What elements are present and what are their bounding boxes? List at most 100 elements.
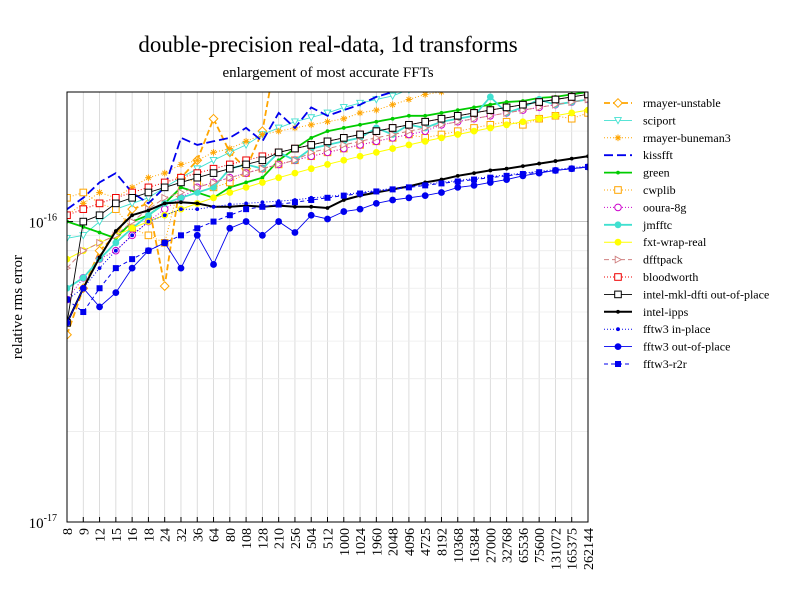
legend-marker-cwplib bbox=[614, 186, 622, 194]
data-point-cwplib bbox=[79, 188, 88, 197]
data-point-green bbox=[488, 102, 493, 107]
data-point-intel-mkl-dfti-out-of-place bbox=[128, 194, 136, 202]
data-point-jmfftc bbox=[79, 274, 87, 282]
star-stroke bbox=[96, 189, 103, 196]
x-tick-label-32: 32 bbox=[175, 528, 190, 542]
data-point-intel-mkl-dfti-out-of-place bbox=[209, 169, 218, 177]
y-axis-label: relative rms error bbox=[10, 255, 26, 359]
x-tick-label-80: 80 bbox=[224, 528, 239, 542]
y-tick-label: 10-16 bbox=[29, 213, 57, 232]
x-tick-label-4096: 4096 bbox=[403, 528, 418, 556]
legend-marker-dfftpack bbox=[614, 255, 623, 264]
star-stroke bbox=[389, 102, 396, 108]
data-point-cwplib bbox=[144, 231, 153, 240]
data-point-intel-mkl-dfti-out-of-place bbox=[95, 211, 104, 220]
data-point-intel-ipps bbox=[146, 208, 151, 213]
data-point-fftw3-out-of-place bbox=[258, 231, 266, 239]
data-point-intel-mkl-dfti-out-of-place bbox=[160, 183, 169, 192]
series-intel-mkl-dfti-out-of-place bbox=[67, 92, 588, 327]
data-point-jmfftc bbox=[193, 189, 201, 196]
series-fftw3-r2r bbox=[67, 163, 588, 316]
data-point-rmayer-buneman3 bbox=[373, 106, 380, 114]
x-tick-label-108: 108 bbox=[240, 528, 255, 549]
legend-label-rmayer-unstable: rmayer-unstable bbox=[643, 96, 721, 110]
star-stroke bbox=[357, 110, 363, 116]
data-point-fftw3-in-place bbox=[195, 207, 200, 212]
data-point-fftw3-r2r bbox=[340, 192, 347, 199]
x-tick-label-16: 16 bbox=[126, 528, 141, 542]
data-point-rmayer-buneman3 bbox=[242, 138, 250, 145]
data-point-intel-ipps bbox=[97, 255, 102, 260]
data-point-dfftpack bbox=[80, 246, 88, 255]
data-point-intel-mkl-dfti-out-of-place bbox=[453, 111, 462, 120]
legend-item-fxt-wrap-real: fxt-wrap-real bbox=[604, 235, 707, 249]
legend-item-bloodworth: bloodworth bbox=[604, 270, 698, 284]
data-point-fftw3-out-of-place bbox=[389, 196, 397, 204]
data-point-fxt-wrap-real bbox=[552, 112, 559, 120]
data-point-fxt-wrap-real bbox=[584, 106, 588, 114]
data-point-rmayer-buneman3 bbox=[96, 189, 103, 196]
star-stroke bbox=[178, 161, 184, 168]
data-point-green bbox=[179, 185, 183, 190]
data-point-dfftpack bbox=[226, 173, 235, 182]
data-point-intel-mkl-dfti-out-of-place bbox=[567, 93, 576, 101]
data-point-fxt-wrap-real bbox=[405, 141, 413, 149]
data-point-fftw3-out-of-place bbox=[96, 303, 103, 311]
data-point-green bbox=[390, 116, 395, 121]
star-stroke bbox=[145, 175, 152, 181]
data-point-intel-mkl-dfti-out-of-place bbox=[79, 217, 88, 226]
data-point-fftw3-r2r bbox=[145, 247, 152, 254]
legend-marker-sciport bbox=[613, 117, 623, 125]
star-stroke bbox=[615, 135, 621, 141]
data-point-intel-mkl-dfti-out-of-place bbox=[291, 144, 299, 153]
star-stroke bbox=[80, 200, 86, 207]
data-point-fftw3-in-place bbox=[162, 213, 167, 218]
data-point-dfftpack bbox=[421, 123, 430, 132]
data-point-green bbox=[455, 108, 460, 113]
legend-marker-green bbox=[616, 170, 620, 175]
data-point-fftw3-r2r bbox=[96, 285, 103, 292]
data-point-fftw3-out-of-place bbox=[128, 264, 136, 272]
data-point-fxt-wrap-real bbox=[307, 165, 315, 173]
legend-label-jmfftc: jmfftc bbox=[642, 218, 672, 232]
data-point-fftw3-out-of-place bbox=[324, 215, 331, 223]
data-point-dfftpack bbox=[454, 117, 462, 126]
data-point-fftw3-r2r bbox=[177, 232, 184, 239]
legend-item-dfftpack: dfftpack bbox=[604, 253, 683, 267]
data-point-fxt-wrap-real bbox=[291, 169, 299, 177]
data-point-sciport bbox=[290, 118, 299, 126]
data-point-fftw3-out-of-place bbox=[340, 208, 348, 215]
data-point-fftw3-out-of-place bbox=[356, 205, 364, 213]
x-tick-label-1960: 1960 bbox=[370, 528, 385, 556]
data-point-fftw3-r2r bbox=[243, 206, 250, 213]
star-stroke bbox=[373, 107, 380, 113]
legend-item-green: green bbox=[604, 166, 670, 180]
x-tick-label-12: 12 bbox=[94, 528, 109, 542]
data-point-fftw3-out-of-place bbox=[470, 181, 478, 189]
data-point-fftw3-r2r bbox=[226, 212, 233, 219]
series-kissfft bbox=[67, 92, 395, 210]
star-stroke bbox=[406, 96, 412, 103]
x-tick-label-18: 18 bbox=[142, 528, 157, 542]
data-point-fxt-wrap-real bbox=[438, 134, 445, 142]
star-stroke bbox=[227, 145, 233, 152]
data-point-fftw3-r2r bbox=[67, 296, 70, 303]
data-point-fftw3-r2r bbox=[308, 196, 315, 203]
star-stroke bbox=[275, 128, 282, 134]
data-point-fftw3-in-place bbox=[130, 233, 135, 238]
x-tick-label-8: 8 bbox=[61, 528, 76, 535]
data-point-fftw3-r2r bbox=[275, 201, 282, 208]
data-point-intel-mkl-dfti-out-of-place bbox=[486, 106, 495, 114]
data-point-fftw3-r2r bbox=[291, 199, 298, 206]
data-point-bloodworth bbox=[79, 205, 88, 213]
data-point-fftw3-out-of-place bbox=[275, 218, 283, 225]
series-line-cwplib bbox=[67, 112, 588, 244]
x-tick-label-32768: 32768 bbox=[501, 528, 516, 563]
legend-marker-fftw3-r2r bbox=[615, 361, 621, 367]
data-point-dfftpack bbox=[340, 140, 349, 149]
data-point-intel-ipps bbox=[537, 161, 542, 166]
data-point-fftw3-r2r bbox=[405, 184, 412, 191]
data-point-fftw3-r2r bbox=[324, 194, 331, 201]
data-point-fftw3-out-of-place bbox=[372, 199, 380, 207]
data-point-fftw3-in-place bbox=[260, 200, 265, 205]
